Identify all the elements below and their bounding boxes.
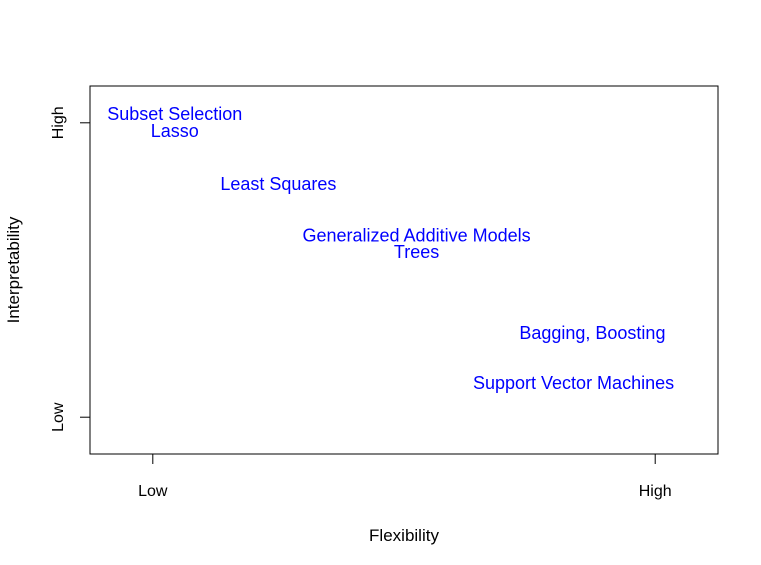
point-label: Least Squares: [220, 174, 336, 194]
point-label: Generalized Additive Models: [302, 226, 530, 246]
x-tick-label: High: [639, 483, 672, 500]
y-tick-label: Low: [50, 402, 67, 432]
point-label: Bagging, Boosting: [519, 323, 665, 343]
x-axis: Low High: [138, 454, 672, 500]
y-tick-label: High: [50, 106, 67, 139]
x-tick-label: Low: [138, 483, 168, 500]
x-axis-title: Flexibility: [369, 526, 439, 545]
point-label: Trees: [394, 242, 439, 262]
point-label: Subset Selection: [107, 104, 242, 124]
y-axis-title: Interpretability: [4, 216, 23, 323]
plot-area-frame: [89, 85, 719, 455]
point-label: Lasso: [151, 121, 199, 141]
y-axis: Low High: [50, 106, 90, 432]
point-label: Support Vector Machines: [473, 373, 674, 393]
